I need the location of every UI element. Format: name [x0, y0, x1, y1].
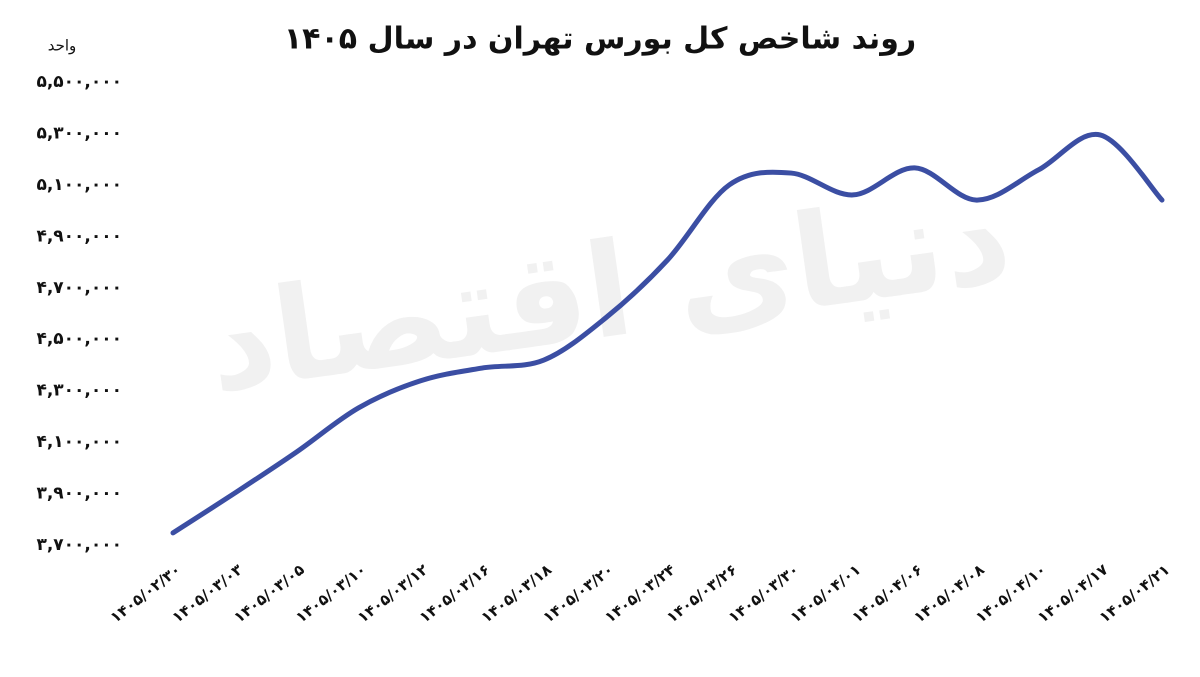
- y-tick-label: ۴,۵۰۰,۰۰۰: [36, 329, 122, 349]
- y-tick-label: ۳,۹۰۰,۰۰۰: [36, 484, 122, 504]
- watermark: دنیای اقتصاد: [198, 159, 1019, 422]
- line: [170, 132, 1165, 536]
- y-tick-label: ۵,۱۰۰,۰۰۰: [36, 175, 122, 195]
- y-axis-label: واحد: [48, 37, 77, 55]
- y-tick-label: ۵,۳۰۰,۰۰۰: [36, 123, 122, 143]
- y-tick-label: ۴,۳۰۰,۰۰۰: [36, 381, 122, 401]
- y-tick-label: ۴,۹۰۰,۰۰۰: [36, 226, 122, 246]
- chart-title: روند شاخص کل بورس تهران در سال ۱۴۰۵: [284, 22, 916, 57]
- y-tick-label: ۴,۷۰۰,۰۰۰: [36, 278, 122, 298]
- y-tick-label: ۳,۷۰۰,۰۰۰: [36, 535, 122, 555]
- y-tick-label: ۵,۵۰۰,۰۰۰: [36, 72, 122, 92]
- y-tick-label: ۴,۱۰۰,۰۰۰: [36, 432, 122, 452]
